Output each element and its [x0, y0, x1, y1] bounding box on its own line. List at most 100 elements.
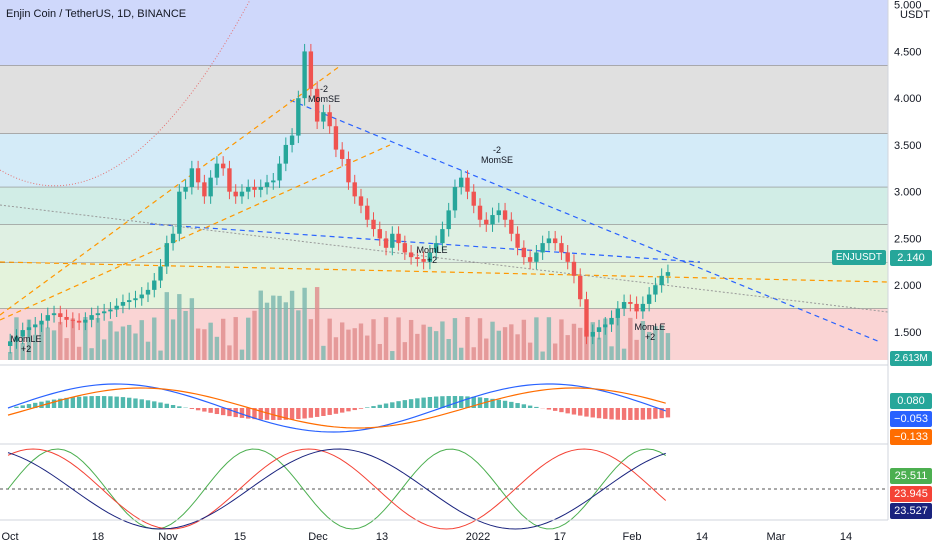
volume-bar: [152, 317, 157, 360]
volume-bar: [609, 346, 614, 360]
price-tick: 2.500: [894, 233, 922, 245]
candle-body: [365, 205, 370, 220]
trendlines: [0, 0, 889, 343]
volume-bar: [571, 323, 577, 360]
zone-band: [0, 133, 888, 188]
candle-body: [615, 308, 621, 318]
candle-body: [208, 177, 213, 197]
candle-body: [45, 315, 50, 321]
volume-bar: [83, 317, 88, 360]
volume-bar: [202, 329, 207, 360]
time-tick: 14: [696, 531, 708, 543]
candle-body: [114, 305, 119, 310]
macd-histogram-bar: [527, 405, 533, 408]
candle-body: [584, 299, 589, 337]
price-zone-bands: [0, 0, 888, 360]
candle-body: [340, 149, 345, 159]
macd-histogram-bar: [427, 396, 433, 408]
macd-histogram-bar: [177, 406, 182, 408]
time-tick: Dec: [308, 531, 328, 543]
symbol-price-tag[interactable]: ENJUSDT: [831, 250, 886, 265]
macd-histogram-bar: [615, 408, 621, 420]
candle-body: [440, 229, 445, 244]
macd-line: [7, 383, 666, 433]
signal-label: MomLE: [634, 322, 665, 332]
macd-histogram-bar: [559, 408, 564, 413]
volume-bar: [565, 335, 570, 360]
macd-histogram-bar: [621, 408, 627, 420]
volume-bar: [640, 321, 646, 360]
volume-bar: [465, 317, 470, 360]
candle-body: [133, 298, 138, 301]
volume-bar: [51, 330, 57, 360]
candle-body: [239, 191, 245, 197]
macd-histogram-bar: [565, 408, 570, 414]
candle-body: [227, 168, 232, 192]
macd-histogram-bar: [653, 408, 658, 419]
volume-bar: [264, 302, 270, 360]
macd-histogram-bar: [139, 399, 144, 408]
candle-body: [515, 233, 520, 248]
macd-histogram-bar: [308, 408, 314, 418]
candle-body: [195, 168, 201, 183]
macd-histogram-bar: [628, 408, 633, 420]
macd-histogram-bar: [120, 397, 126, 408]
candle-body: [390, 233, 395, 248]
macd-histogram-bar: [490, 398, 495, 408]
candle-body: [421, 259, 426, 262]
signal-label: MomLE: [10, 334, 41, 344]
macd-histogram-bar: [377, 404, 382, 408]
volume-bar: [26, 319, 32, 360]
macd-histogram-bar: [189, 408, 195, 409]
volume-bar: [440, 321, 445, 360]
volume-bar: [108, 321, 113, 360]
macd-histogram-bar: [83, 396, 88, 408]
candle-body: [427, 252, 433, 262]
volume-bar: [289, 290, 295, 360]
candle-body: [101, 311, 107, 314]
volume-bar: [252, 310, 257, 360]
macd-histogram-bar: [158, 402, 163, 408]
macd-histogram-bar: [14, 406, 19, 408]
time-tick: 15: [234, 531, 246, 543]
volume-bar: [58, 321, 63, 360]
chart-title: Enjin Coin / TetherUS, 1D, BINANCE: [6, 8, 187, 20]
time-tick: Feb: [623, 531, 642, 543]
time-tick: 17: [554, 531, 566, 543]
volume-bar: [39, 324, 44, 360]
candle-body: [590, 331, 595, 337]
arc-line: [0, 0, 251, 187]
volume-bar: [521, 319, 527, 360]
volume-bar: [183, 310, 188, 360]
macd-histogram-bar: [552, 408, 558, 411]
macd-histogram-bar: [70, 397, 76, 408]
volume-bar: [659, 325, 664, 360]
macd-histogram-bar: [665, 408, 671, 418]
candle-body: [603, 324, 608, 328]
macd-histogram-bar: [640, 408, 646, 420]
volume-bar: [220, 318, 226, 360]
candle-body: [296, 98, 301, 136]
price-axis-bg: [888, 0, 932, 550]
candle-body: [540, 243, 545, 253]
macd-histogram-bar: [446, 396, 451, 408]
candle-body: [621, 302, 627, 309]
candle-body: [246, 187, 251, 192]
time-tick: 14: [840, 531, 852, 543]
volume-bar: [314, 287, 320, 360]
osc-green-tag: 25.511: [890, 468, 932, 484]
oscillator-line: [7, 448, 667, 530]
macd-histogram-bar: [509, 401, 514, 408]
candle-body: [164, 243, 169, 267]
candle-body: [189, 168, 195, 188]
signal-sub-label: MomSE: [308, 94, 340, 104]
volume-bar: [70, 318, 76, 360]
volume-bar: [496, 330, 501, 360]
macd-histogram-bar: [603, 408, 608, 419]
macd-histogram-bar: [415, 398, 420, 408]
candle-body: [127, 300, 132, 303]
macd-histogram-bar: [76, 396, 82, 408]
macd-hist-tag: 0.080: [890, 393, 932, 409]
